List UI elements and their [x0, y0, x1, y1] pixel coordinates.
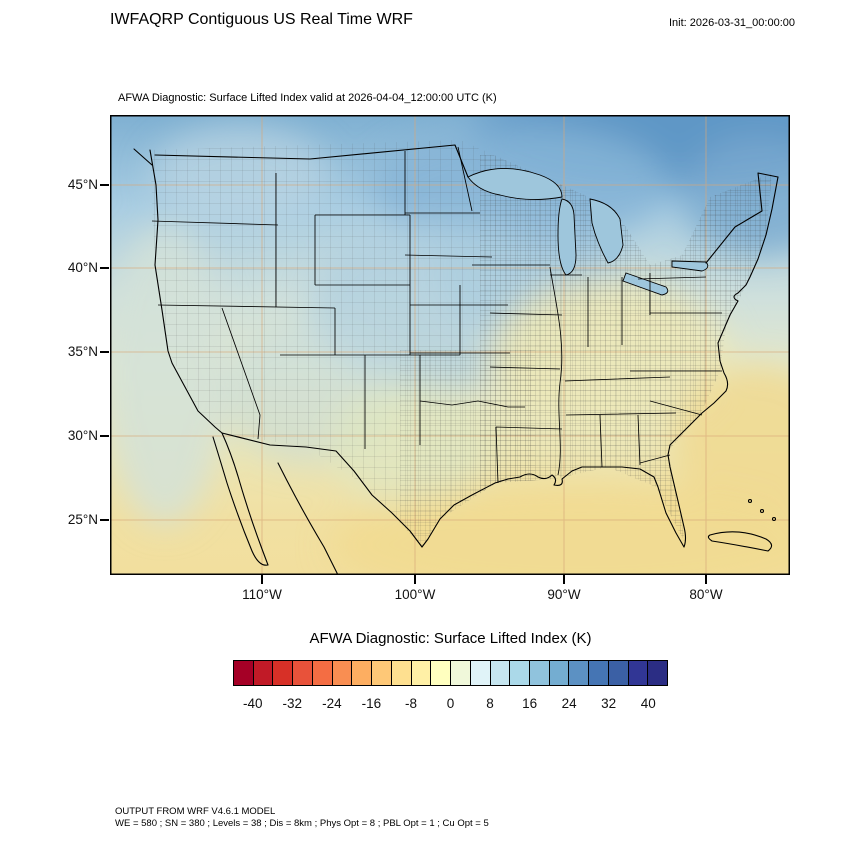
colorbar-segment [431, 661, 452, 685]
colorbar-segment [372, 661, 392, 685]
colorbar-segment [608, 661, 629, 685]
lat-axis-label: 30°N [67, 428, 98, 443]
colorbar-segment [470, 661, 491, 685]
state-boundaries [151, 146, 722, 484]
colorbar-segment [234, 661, 254, 685]
colorbar-segment [253, 661, 274, 685]
map-frame [105, 78, 850, 605]
map-border [110, 115, 790, 575]
lon-axis-label: 80°W [689, 587, 723, 602]
plot-title: IWFAQRP Contiguous US Real Time WRF [110, 11, 413, 28]
colorbar-tick-label: -8 [404, 696, 417, 711]
lon-axis-label: 110°W [242, 587, 282, 602]
lat-tick-mark [100, 184, 109, 186]
colorbar-segment [569, 661, 590, 685]
map-subtitle: AFWA Diagnostic: Surface Lifted Index va… [118, 92, 497, 104]
coastline-borders [133, 144, 779, 576]
lat-axis-label: 25°N [67, 512, 98, 527]
colorbar-segment [490, 661, 511, 685]
lon-tick-mark [705, 575, 707, 584]
colorbar-tick-label: -32 [282, 696, 303, 711]
colorbar-tick-label: -16 [361, 696, 382, 711]
colorbar-swatches [233, 660, 668, 686]
lon-axis-label: 90°W [547, 587, 581, 602]
colorbar-segment [589, 661, 609, 685]
lat-axis-label: 45°N [67, 177, 98, 192]
colorbar-tick-label: 16 [522, 696, 538, 711]
colorbar-tick-label: 0 [446, 696, 455, 711]
colorbar-tick-label: 32 [601, 696, 617, 711]
lat-tick-mark [100, 351, 109, 353]
colorbar-tick-label: -24 [322, 696, 342, 711]
colorbar-tick-label: 24 [561, 696, 577, 711]
lon-tick-mark [414, 575, 416, 584]
great-lakes [467, 168, 709, 296]
footer-line-2: WE = 580 ; SN = 380 ; Levels = 38 ; Dis … [115, 818, 489, 829]
footer-model-info: OUTPUT FROM WRF V4.6.1 MODEL WE = 580 ; … [115, 806, 489, 830]
colorbar-segment [273, 661, 294, 685]
lat-tick-mark [100, 267, 109, 269]
colorbar-segment [312, 661, 333, 685]
colorbar-segment [549, 661, 570, 685]
colorbar-segment [411, 661, 432, 685]
footer-line-1: OUTPUT FROM WRF V4.6.1 MODEL [115, 806, 276, 817]
colorbar-segment [352, 661, 373, 685]
colorbar-segment [293, 661, 313, 685]
colorbar-title: AFWA Diagnostic: Surface Lifted Index (K… [309, 630, 592, 647]
colorbar-segment [391, 661, 412, 685]
lat-tick-mark [100, 519, 109, 521]
colorbar-segment [332, 661, 353, 685]
colorbar-segment [628, 661, 649, 685]
colorbar-segment [451, 661, 471, 685]
colorbar-ticks: -40 -32 -24 -16 -8 0 8 16 24 32 40 [233, 696, 668, 714]
colorbar-segment [510, 661, 531, 685]
lon-tick-mark [261, 575, 263, 584]
lon-axis-label: 100°W [394, 587, 436, 602]
colorbar-tick-label: -40 [243, 696, 263, 711]
colorbar-tick-label: 40 [640, 696, 656, 711]
init-timestamp: Init: 2026-03-31_00:00:00 [669, 17, 795, 29]
lat-axis-label: 35°N [67, 344, 98, 359]
colorbar-tick-label: 8 [486, 696, 494, 711]
lat-tick-mark [100, 435, 109, 437]
conus-lifted-index-map [105, 78, 850, 605]
colorbar-segment [530, 661, 550, 685]
lon-tick-mark [563, 575, 565, 584]
colorbar-segment [648, 661, 668, 685]
lat-axis-label: 40°N [67, 260, 98, 275]
